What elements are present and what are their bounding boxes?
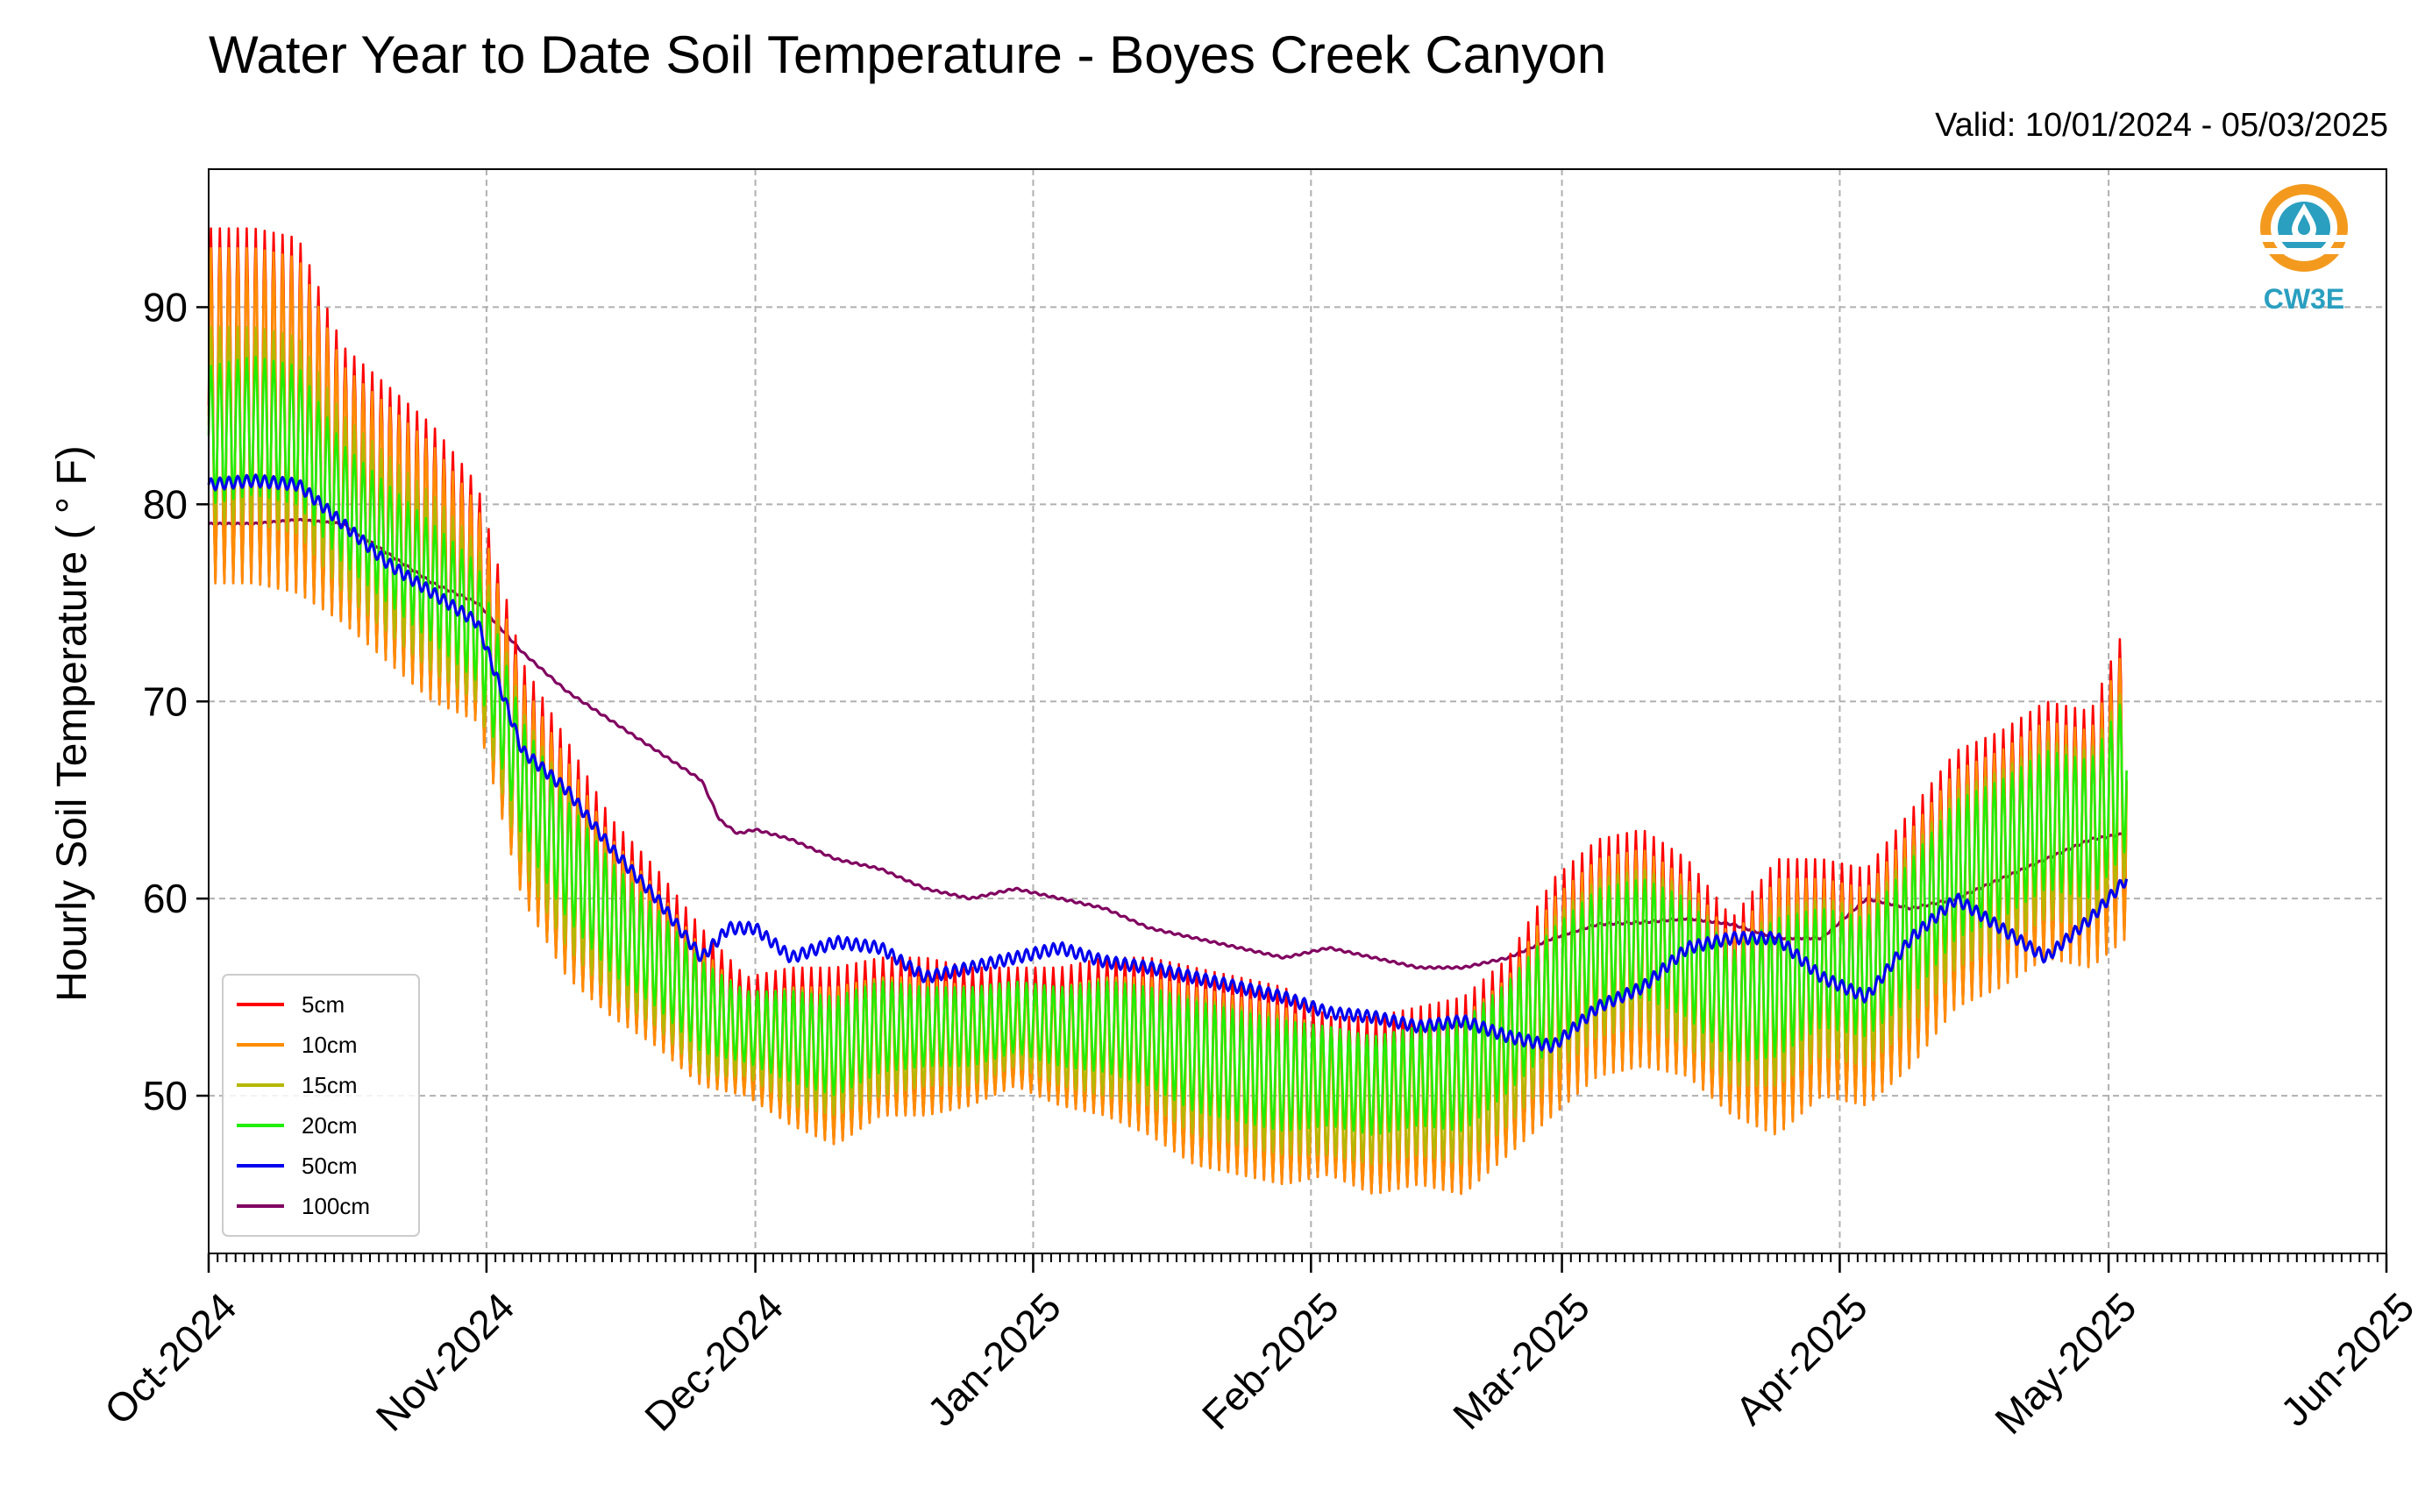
legend-label-5cm: 5cm <box>302 991 345 1018</box>
y-tick-label: 50 <box>143 1073 188 1118</box>
x-tick-label: May-2025 <box>1986 1284 2144 1443</box>
x-tick-label: Dec-2024 <box>636 1284 792 1440</box>
legend-box <box>222 974 420 1237</box>
y-axis-title: Hourly Soil Temperature ( ° F) <box>49 445 96 1002</box>
valid-date-range: Valid: 10/01/2024 - 05/03/2025 <box>1935 107 2388 144</box>
x-tick-label: Feb-2025 <box>1193 1284 1348 1438</box>
legend: 5cm 10cm 15cm 20cm 50cm 100cm <box>222 974 420 1237</box>
series-line-50cm <box>207 473 2129 1054</box>
logo-text: CW3E <box>2264 283 2344 315</box>
plot-frame <box>208 168 2387 1254</box>
minor-ticks <box>208 1253 2387 1262</box>
x-minor-ticks <box>208 1253 2387 1262</box>
y-tick-label: 80 <box>143 481 188 527</box>
y-tick-label: 60 <box>143 876 188 921</box>
legend-label-100cm: 100cm <box>302 1193 370 1219</box>
series-line-20cm <box>207 355 2128 1136</box>
y-tick-label: 90 <box>143 284 188 330</box>
x-tick-label: Jan-2025 <box>918 1284 1069 1435</box>
legend-label-20cm: 20cm <box>302 1112 358 1139</box>
legend-label-10cm: 10cm <box>302 1032 358 1058</box>
x-tick-label: Oct-2024 <box>96 1284 245 1434</box>
series-lines <box>207 227 2129 1196</box>
x-tick-label: Mar-2025 <box>1444 1284 1598 1438</box>
legend-label-15cm: 15cm <box>302 1072 358 1098</box>
legend-label-50cm: 50cm <box>302 1153 358 1179</box>
x-tick-label: Apr-2025 <box>1726 1284 1876 1434</box>
chart-title: Water Year to Date Soil Temperature - Bo… <box>209 25 1607 84</box>
x-tick-label: Jun-2025 <box>2272 1284 2418 1435</box>
y-tick-label: 70 <box>143 678 188 724</box>
x-tick-label: Nov-2024 <box>367 1284 523 1440</box>
water-drop-logo-icon <box>2260 184 2348 272</box>
cw3e-logo: CW3E <box>2260 184 2348 315</box>
